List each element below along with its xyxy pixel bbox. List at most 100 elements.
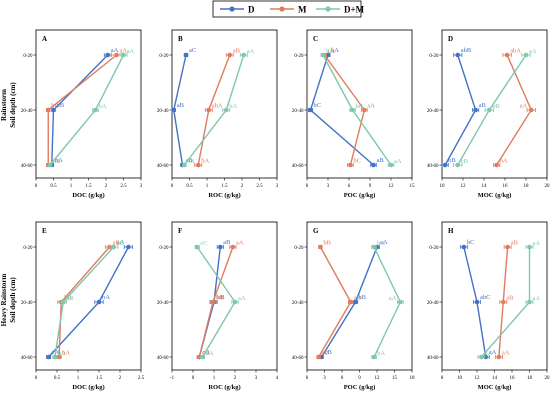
significance-label: bA [205,350,213,357]
panel-letter: E [42,227,47,235]
data-point [320,52,326,58]
series-d-m: aA aA bA [477,240,541,360]
significance-label: bA [326,48,334,55]
significance-label: bB [64,295,72,302]
panel-letter: G [313,227,319,235]
data-point [194,244,200,250]
y-tick-label: 0-20 [159,246,169,251]
data-point [371,354,377,360]
x-tick-label: 3 [327,184,330,189]
x-tick-label: 1.5 [85,184,92,189]
y-tick-label: 0-20 [294,54,304,59]
legend-entry-d: D [220,5,255,15]
significance-label: cB [325,349,333,356]
data-point [111,244,116,250]
series-line [183,54,245,166]
significance-label: aB [233,48,241,55]
significance-label: bA [331,47,339,54]
x-tick-label: 15 [410,184,416,189]
data-point [455,52,461,58]
series-line [51,54,109,166]
significance-label: aA [367,103,375,110]
significance-label: bC [467,239,475,246]
data-point [56,354,62,360]
data-point [52,354,58,360]
y-tick-label: 20-40 [292,109,304,114]
panel-letter: D [448,35,453,43]
series-m: abA aA bA [493,48,536,168]
x-tick-label: 9 [358,376,361,381]
y-tick-label: 0-20 [23,54,33,59]
series-m: aB aB aA [494,240,519,360]
legend-label: D [248,5,255,15]
x-tick-label: 14 [482,184,488,189]
series-m: aA bB bA [45,48,127,168]
significance-label: bA [484,350,492,357]
x-tick-label: 18 [527,376,533,381]
y-tick-label: 40-60 [157,164,169,169]
data-point [61,299,66,305]
significance-label: bA [102,294,110,301]
data-point [218,244,223,250]
significance-label: bA [58,350,66,357]
significance-label: bA [500,158,508,165]
legend-marker [229,6,235,12]
x-tick-label: 2.5 [138,376,145,381]
x-tick-label: 6 [341,376,344,381]
series-d: abB aB bB [441,47,486,168]
data-point [223,107,229,113]
y-axis-label: Soil depth (cm) [9,277,17,323]
y-tick-label: 40-60 [292,164,304,169]
data-point [442,162,448,168]
y-tick-label: 40-60 [292,356,304,361]
plot-frame [306,29,413,179]
x-axis-label: DOC (g/kg) [72,384,104,391]
significance-label: bB [448,157,456,164]
series-d: bA bC aB [307,47,384,168]
x-tick-label: 1 [77,376,80,381]
series-line [444,54,477,166]
y-tick-label: 20-40 [21,301,33,306]
significance-label: aA [520,103,528,110]
significance-label: aB [113,240,121,247]
plot-frame [441,29,548,179]
significance-label: aC [189,47,196,54]
panel-letter: C [313,35,318,43]
significance-label: bB [216,295,224,302]
series-d-m: aA bB cB [453,48,537,168]
series-d-m: aA bA cB [181,48,255,168]
data-point [504,52,510,58]
y-tick-label: 0-20 [429,54,439,59]
significance-label: bA [51,158,59,165]
x-tick-label: 16 [510,376,516,381]
x-tick-label: 2.5 [120,184,127,189]
panels: A 0 0.5 1 1.5 2 2.5 3 DOC (g/kg) 0-20 20-40 40-60 aA… [21,29,550,391]
significance-label: cB [187,158,195,165]
x-tick-label: 12 [375,376,381,381]
panel-letter: B [178,35,183,43]
significance-label: aA [502,350,510,357]
data-point [210,299,216,305]
significance-label: aA [533,295,541,302]
series-m: aB abA bA [194,48,241,168]
x-tick-label: 0.5 [186,184,193,189]
row-title-rainstorm: Rainstorm [0,89,8,121]
x-tick-label: 1 [206,184,209,189]
y-tick-label: 40-60 [427,356,439,361]
panel-letter: F [178,227,182,235]
x-tick-label: 0 [35,376,38,381]
data-point [474,299,480,305]
significance-label: aB [117,240,125,247]
significance-label: aB [511,240,519,247]
series-m: cA aA bC [321,48,375,168]
series-d: aC aB aB [171,47,196,168]
significance-label: abA [212,103,223,110]
x-tick-label: 2.5 [256,184,263,189]
significance-label: bA [377,240,385,247]
data-point [121,52,126,58]
x-tick-label: 0 [171,184,174,189]
panel-g: G 0 3 6 9 12 15 18 POC (g/kg) 0-20 20-40 40-60 aA bB c… [292,221,415,391]
y-tick-label: 20-40 [427,109,439,114]
